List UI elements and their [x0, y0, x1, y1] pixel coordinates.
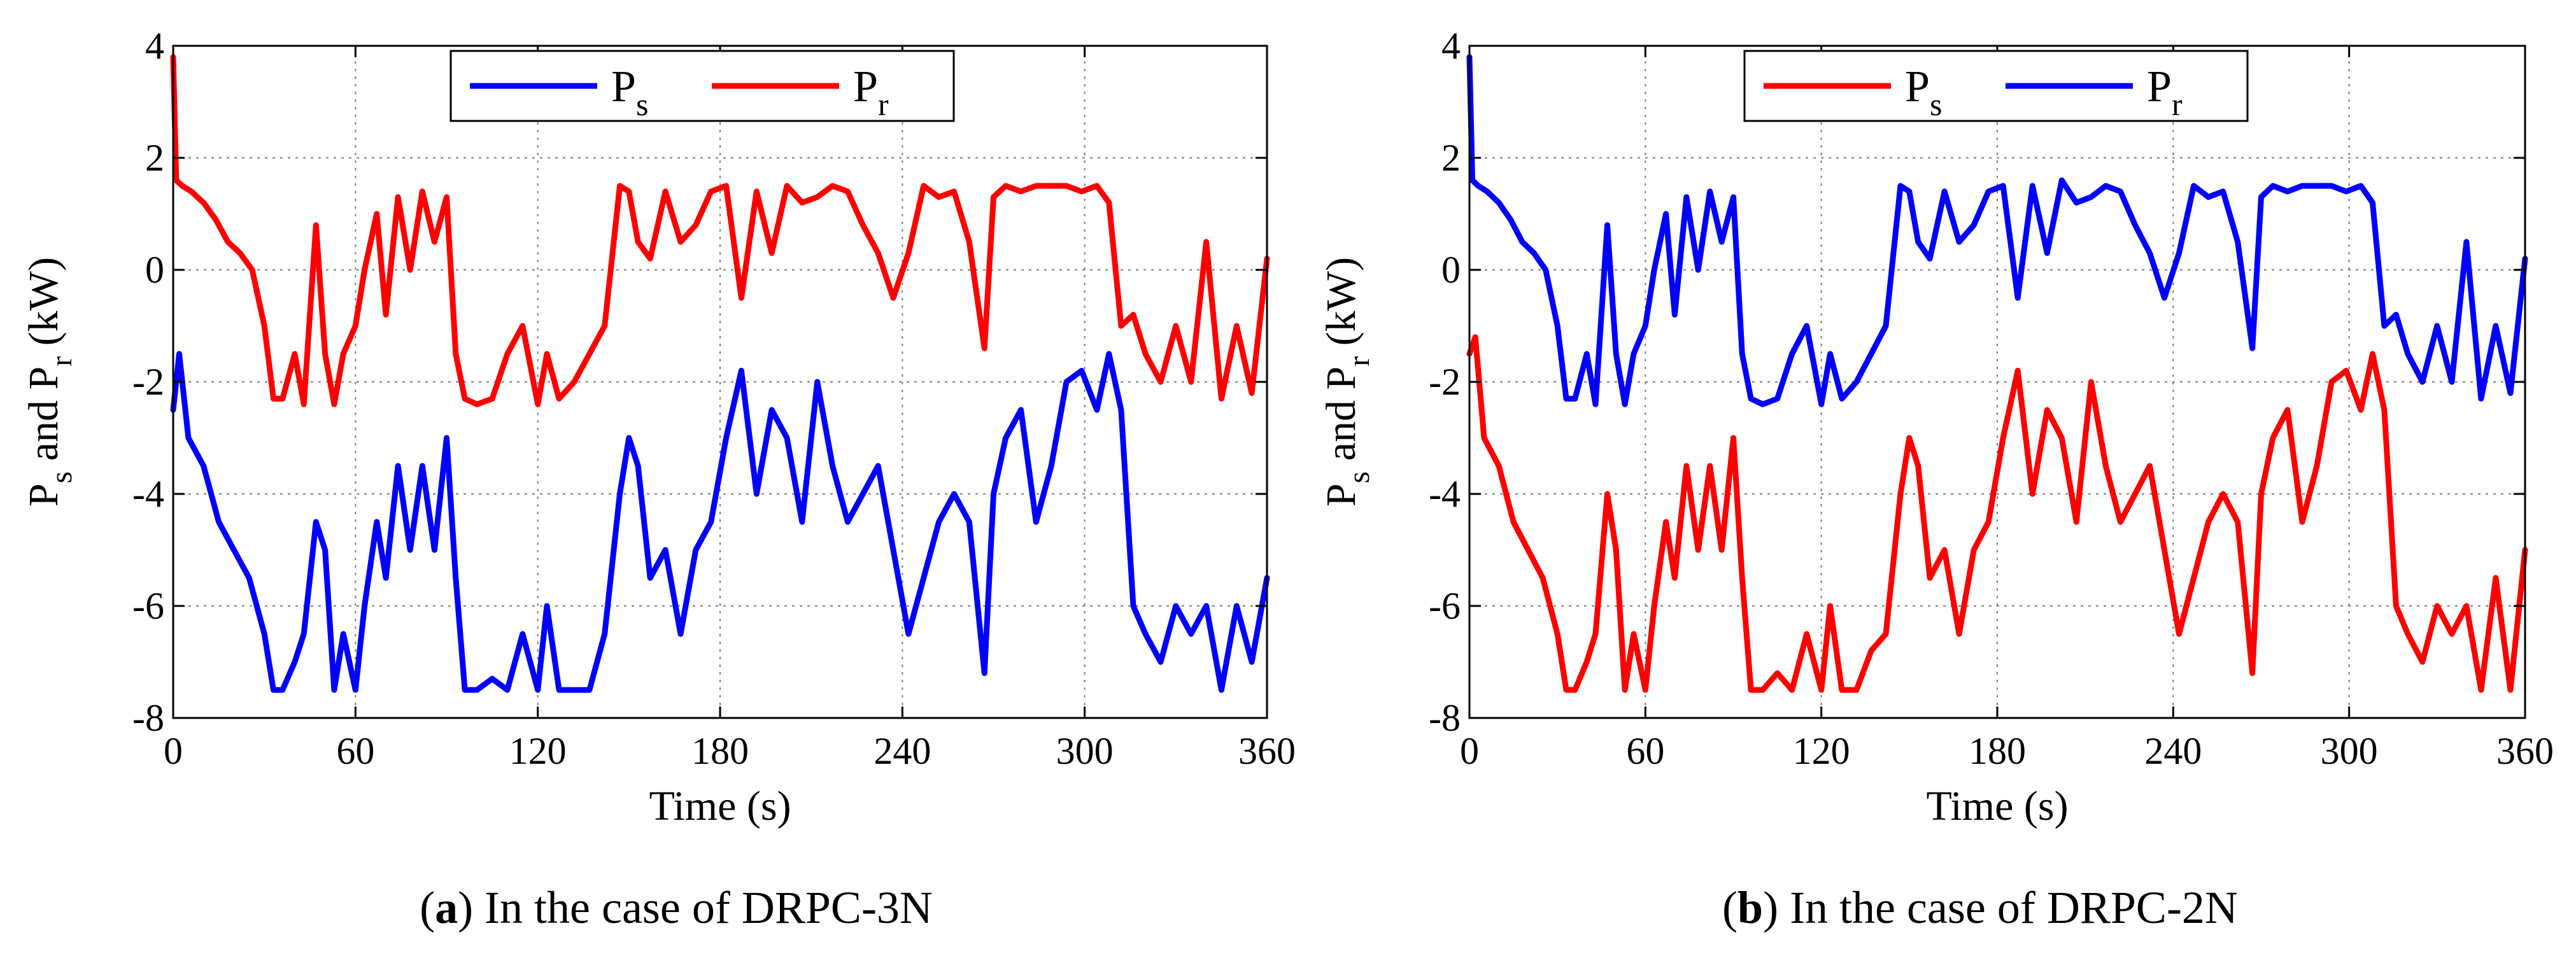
panel-caption: (b) In the case of DRPC-2N — [1722, 882, 2238, 933]
y-label-subscript: s — [45, 472, 78, 484]
caption-paren: ) — [1763, 882, 1778, 933]
x-tick-label: 360 — [2496, 730, 2554, 772]
legend-label-pr: Pr — [2147, 62, 2183, 122]
x-tick-label: 300 — [2321, 730, 2378, 772]
y-tick-label: -2 — [132, 361, 164, 403]
y-label-subscript: r — [1342, 356, 1376, 367]
y-label-text: and — [1318, 390, 1364, 471]
x-tick-label: 0 — [1460, 730, 1479, 772]
legend: Ps Pr — [1743, 50, 2249, 122]
y-label-text: P — [1318, 483, 1364, 507]
y-tick-label: 2 — [1441, 137, 1461, 179]
legend-label-main: P — [1905, 62, 1930, 111]
y-tick-label: -4 — [132, 473, 164, 515]
x-tick-label: 180 — [691, 730, 749, 772]
legend-label-subscript: s — [1930, 87, 1942, 122]
legend-label-subscript: s — [636, 87, 648, 122]
legend-label-pr: Pr — [853, 62, 889, 122]
x-tick-label: 300 — [1056, 730, 1114, 772]
y-axis-label: Ps and Pr (kW) — [20, 257, 78, 507]
caption-text: In the case of DRPC-2N — [1778, 882, 2238, 933]
y-tick-label: 0 — [1441, 249, 1461, 291]
y-label-subscript: r — [45, 356, 78, 367]
x-tick-label: 60 — [1626, 730, 1664, 772]
series-line-pr — [1466, 54, 2528, 407]
caption-paren: ( — [420, 882, 435, 933]
caption-label: b — [1737, 882, 1763, 933]
x-tick-label: 360 — [1238, 730, 1296, 772]
y-tick-label: -6 — [1429, 585, 1461, 627]
y-tick-label: 4 — [1441, 25, 1461, 67]
y-tick-label: -8 — [1429, 697, 1461, 739]
y-label-text: (kW) — [20, 257, 67, 356]
legend-label-ps: Ps — [1905, 62, 1942, 122]
x-tick-label: 240 — [874, 730, 931, 772]
y-label-text: and — [20, 390, 67, 471]
y-label-subscript: s — [1342, 472, 1376, 484]
legend-label-main: P — [611, 62, 636, 111]
legend-label-subscript: r — [2172, 87, 2183, 122]
caption-label: a — [435, 882, 458, 933]
y-label-text: P — [1318, 367, 1364, 390]
y-axis-label: Ps and Pr (kW) — [1318, 257, 1376, 507]
y-label-text: P — [20, 483, 67, 507]
panel-caption: (a) In the case of DRPC-3N — [420, 882, 933, 933]
series-line-pr — [170, 54, 1270, 407]
caption-paren: ( — [1722, 882, 1737, 933]
x-tick-label: 180 — [1969, 730, 2026, 772]
caption-text: In the case of DRPC-3N — [473, 882, 933, 933]
y-tick-label: 0 — [145, 249, 164, 291]
y-tick-label: -4 — [1429, 473, 1461, 515]
y-tick-label: 2 — [145, 137, 164, 179]
x-tick-label: 240 — [2144, 730, 2202, 772]
x-tick-label: 0 — [164, 730, 183, 772]
caption-paren: ) — [458, 882, 473, 933]
y-label-text: P — [20, 367, 67, 390]
y-tick-label: -8 — [132, 697, 164, 739]
x-tick-label: 120 — [1793, 730, 1850, 772]
y-tick-label: -6 — [132, 585, 164, 627]
x-tick-label: 60 — [336, 730, 374, 772]
y-tick-label: -2 — [1429, 361, 1461, 403]
legend-label-main: P — [853, 62, 878, 111]
y-tick-label: 4 — [145, 25, 164, 67]
x-tick-label: 120 — [509, 730, 567, 772]
series-line-ps — [170, 351, 1270, 693]
chart-panel-b: 0 60 120 180 240 300 360 -8 -6 -4 -2 0 2 4 Time (s) Ps … — [1318, 25, 2554, 933]
legend-label-ps: Ps — [611, 62, 648, 122]
chart-panel-a: 0 60 120 180 240 300 360 -8 -6 -4 -2 0 2 4 Time (s) Ps … — [20, 25, 1296, 933]
legend: Ps Pr — [449, 50, 955, 122]
x-axis-label: Time (s) — [1926, 783, 2068, 829]
legend-label-main: P — [2147, 62, 2172, 111]
legend-label-subscript: r — [878, 87, 889, 122]
series-line-ps — [1466, 334, 2528, 693]
x-axis-label: Time (s) — [649, 783, 791, 829]
y-label-text: (kW) — [1318, 257, 1364, 356]
